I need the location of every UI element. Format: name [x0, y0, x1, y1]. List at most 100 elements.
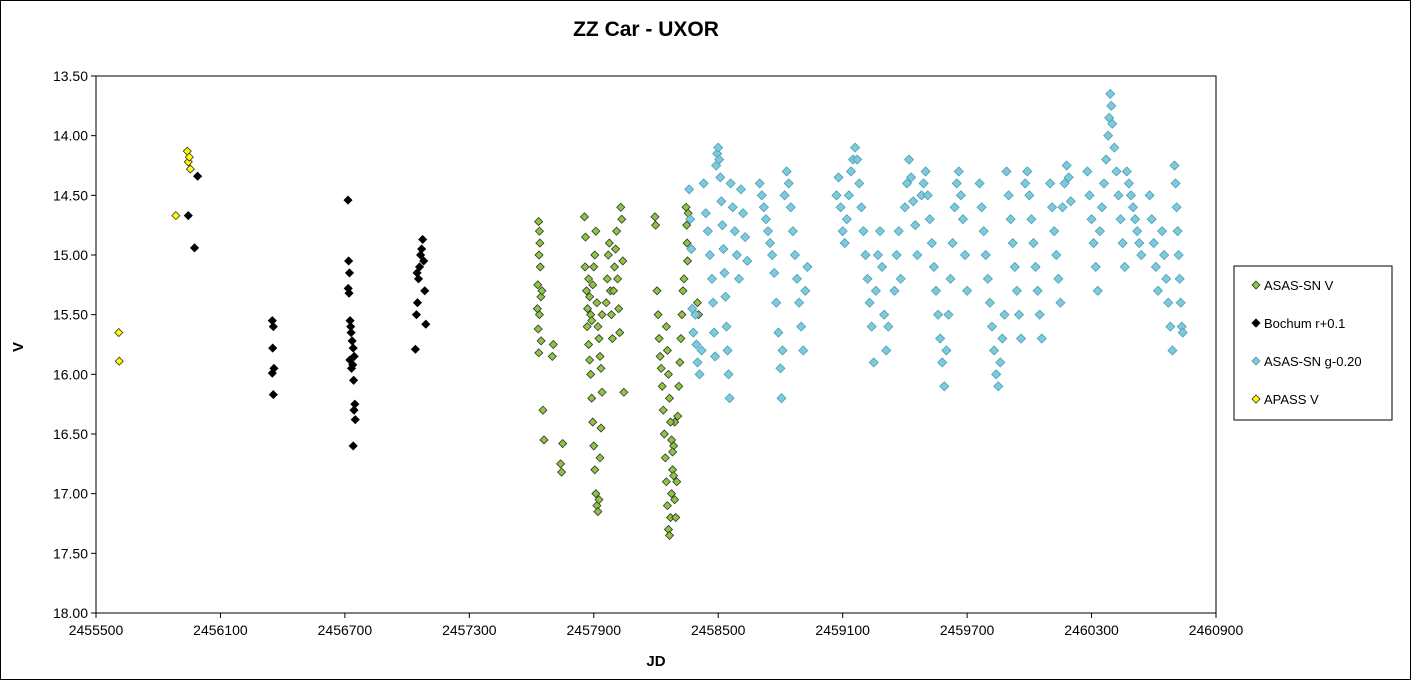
- data-point: [910, 220, 921, 231]
- legend-label: ASAS-SN V: [1264, 278, 1334, 293]
- data-point: [1082, 166, 1093, 177]
- data-point: [1094, 226, 1105, 237]
- data-point: [189, 243, 200, 253]
- data-point: [539, 435, 549, 445]
- data-point: [893, 226, 904, 237]
- data-point: [1053, 273, 1064, 284]
- data-point: [870, 285, 881, 296]
- data-point: [1148, 238, 1159, 249]
- x-axis-label: JD: [646, 653, 665, 670]
- data-point: [348, 441, 358, 451]
- data-point: [709, 327, 720, 338]
- data-point: [1169, 160, 1180, 171]
- legend-marker: [1251, 356, 1261, 366]
- data-point: [1086, 214, 1097, 225]
- y-axis: 13.50 14.00 14.50 15.00 15.50 16.00 16.50 17.00…: [53, 68, 96, 621]
- data-point: [558, 438, 568, 449]
- plot-area: [95, 75, 1217, 614]
- legend-label: APASS V: [1264, 392, 1319, 407]
- data-point: [609, 262, 620, 272]
- data-point: [668, 447, 678, 457]
- data-point: [346, 328, 356, 338]
- data-point: [1084, 190, 1095, 201]
- data-point: [670, 495, 680, 505]
- data-point: [593, 322, 603, 332]
- data-point: [883, 321, 894, 332]
- data-point: [837, 226, 848, 237]
- data-point: [731, 249, 742, 261]
- data-point: [833, 172, 844, 183]
- data-point: [1065, 196, 1076, 207]
- data-point: [1109, 142, 1120, 153]
- data-point: [891, 249, 902, 261]
- data-point: [989, 345, 1000, 356]
- x-tick-label: 2456100: [193, 622, 248, 638]
- data-point: [1150, 261, 1161, 272]
- data-point: [606, 310, 616, 320]
- chart-title: ZZ Car - UXOR: [573, 18, 719, 41]
- x-tick-label: 2459700: [940, 622, 995, 638]
- data-point: [727, 202, 738, 213]
- data-point: [1098, 178, 1110, 189]
- data-point: [534, 217, 544, 227]
- data-point: [794, 297, 805, 308]
- x-tick-label: 2455500: [69, 622, 124, 638]
- data-point: [991, 369, 1002, 380]
- data-point: [704, 249, 715, 261]
- data-point: [777, 345, 788, 356]
- data-point: [758, 202, 769, 213]
- data-point: [756, 190, 767, 201]
- data-point: [962, 285, 973, 296]
- y-tick-label: 16.50: [53, 426, 88, 442]
- data-point: [725, 178, 736, 189]
- data-point: [1134, 238, 1145, 249]
- legend-marker: [1251, 394, 1261, 404]
- data-point: [682, 238, 692, 248]
- data-point: [776, 393, 787, 404]
- data-point: [937, 357, 948, 368]
- data-point: [933, 309, 944, 320]
- data-point: [889, 285, 900, 296]
- data-point: [1061, 160, 1072, 171]
- x-tick-label: 2460300: [1064, 622, 1119, 638]
- data-point: [585, 292, 595, 302]
- data-point: [984, 297, 995, 308]
- data-point: [672, 477, 682, 487]
- data-point: [1174, 273, 1185, 284]
- data-point: [1045, 178, 1056, 189]
- data-point: [716, 196, 727, 207]
- legend-marker: [1251, 280, 1261, 290]
- data-point: [941, 345, 952, 356]
- data-point: [1051, 249, 1062, 261]
- data-point: [918, 178, 929, 189]
- data-point: [416, 250, 426, 260]
- data-point: [781, 166, 792, 177]
- x-axis: 2455500 2456100 2456700 2457300 2457900 24585…: [69, 613, 1243, 638]
- data-point: [959, 249, 971, 261]
- data-point: [762, 226, 774, 237]
- data-point: [1047, 202, 1058, 213]
- data-point: [835, 202, 846, 213]
- data-point: [692, 298, 703, 308]
- data-point: [779, 190, 790, 201]
- data-point: [939, 381, 950, 392]
- data-point: [344, 268, 355, 278]
- data-point: [650, 212, 660, 222]
- data-point: [595, 351, 605, 361]
- data-point: [839, 238, 850, 249]
- data-point: [589, 441, 599, 451]
- data-point: [930, 285, 942, 296]
- data-point: [945, 273, 956, 284]
- data-point: [663, 369, 674, 379]
- data-point: [418, 234, 428, 245]
- data-point: [866, 321, 877, 332]
- data-point: [1055, 297, 1066, 308]
- data-point: [343, 195, 353, 205]
- legend-label: ASAS-SN g-0.20: [1264, 354, 1362, 369]
- data-point: [538, 405, 548, 415]
- y-tick-label: 16.00: [53, 366, 88, 382]
- legend-label: Bochum r+0.1: [1264, 316, 1345, 331]
- data-point: [1003, 190, 1014, 201]
- data-point: [856, 202, 867, 213]
